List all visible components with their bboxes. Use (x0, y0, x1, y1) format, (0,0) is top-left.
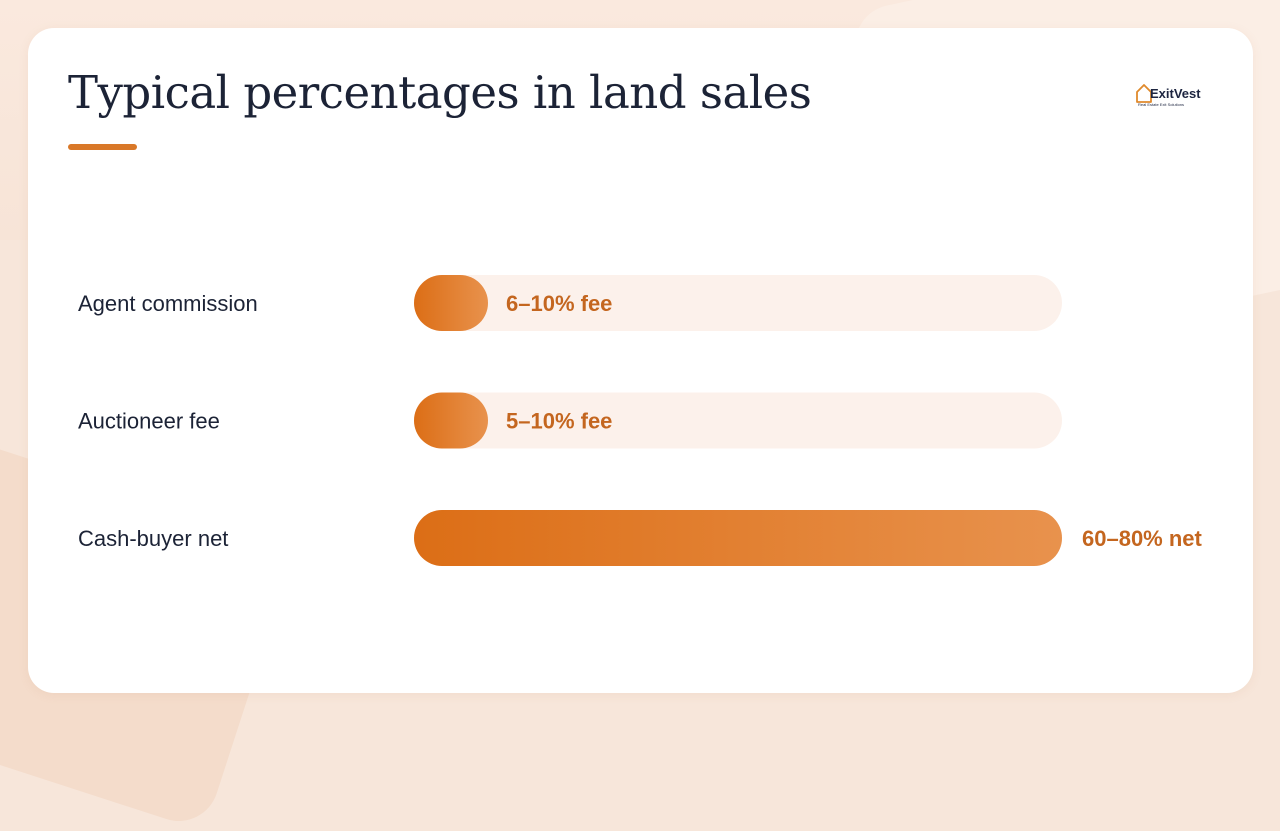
category-label: Agent commission (78, 291, 258, 316)
slide-title: Typical percentages in land sales (68, 66, 812, 119)
brand-tagline: Real Estate Exit Solutions (1138, 102, 1185, 107)
value-label: 5–10% fee (506, 409, 612, 434)
house-logo-icon (1136, 84, 1152, 103)
category-label: Auctioneer fee (78, 409, 220, 434)
bar (414, 392, 488, 449)
bar-track (414, 392, 1062, 449)
slide-card (28, 28, 1253, 693)
bar (414, 510, 1062, 566)
title-underline (68, 144, 137, 150)
value-label: 60–80% net (1082, 526, 1203, 551)
bar-chart: Agent commission 6–10% fee Auctioneer fee 5… (78, 275, 1203, 566)
category-label: Cash-buyer net (78, 526, 228, 551)
bar-track (414, 275, 1062, 331)
value-label: 6–10% fee (506, 291, 612, 316)
bar (414, 275, 488, 331)
brand-name: ExitVest (1150, 86, 1201, 101)
